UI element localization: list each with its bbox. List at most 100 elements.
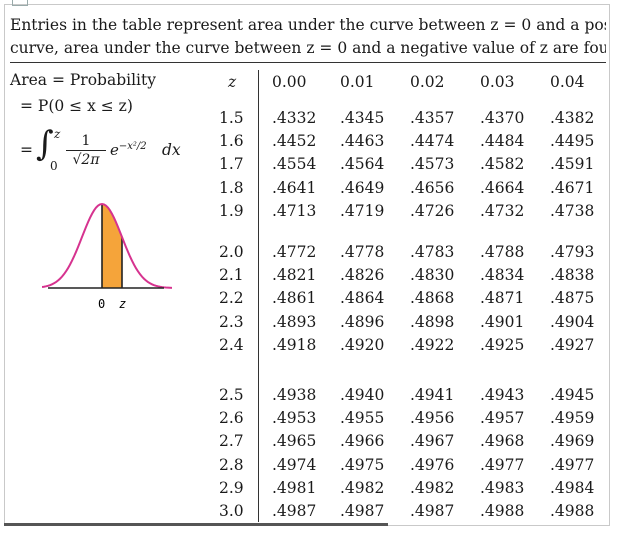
table-cell: .4664	[480, 178, 525, 197]
table-cell: .4788	[480, 243, 525, 261]
table-cell: .4982	[410, 478, 455, 497]
table-cell: .4732	[480, 201, 525, 220]
z-row-label: 2.6	[219, 409, 244, 428]
intro-line-2: curve, area under the curve between z = …	[10, 39, 606, 57]
normal-curve-diagram: 0 z	[42, 202, 172, 311]
z-row-label: 2.3	[219, 312, 244, 331]
table-cell: .4987	[272, 502, 317, 520]
table-cell: .4982	[340, 478, 385, 497]
table-cell: .4987	[410, 502, 455, 520]
integral-lower-limit: 0	[50, 159, 58, 173]
table-cell: .4967	[410, 432, 455, 451]
table-cell: .4896	[340, 312, 385, 331]
table-cell: .4830	[410, 266, 455, 285]
table-cell: .4956	[410, 409, 455, 428]
integral-sign: ∫	[36, 124, 54, 164]
table-cell: .4918	[272, 335, 317, 354]
table-cell: .4868	[410, 289, 455, 308]
table-cell: .4955	[340, 409, 385, 428]
table-cell: .4719	[340, 201, 385, 220]
table-cell: .4941	[410, 386, 455, 404]
table-cell: .4925	[480, 335, 525, 354]
table-cell: .4834	[480, 266, 525, 285]
z-label: z	[119, 297, 126, 311]
table-cell: .4671	[550, 178, 595, 197]
equals-sign: =	[20, 141, 33, 159]
table-cell: .4938	[272, 386, 317, 404]
table-cell: .4793	[550, 243, 595, 261]
table-cell: .4920	[340, 335, 385, 354]
table-cell: .4945	[550, 386, 595, 404]
table-cell: .4463	[340, 132, 385, 151]
table-cell: .4975	[340, 455, 385, 474]
table-cell: .4778	[340, 243, 385, 261]
table-cell: .4738	[550, 201, 595, 220]
z-row-label: 1.6	[219, 132, 244, 151]
table-cell: .4826	[340, 266, 385, 285]
integral-upper-limit: z	[54, 127, 61, 141]
z-row-label: 1.7	[219, 155, 244, 174]
table-cell: .4988	[480, 502, 525, 520]
column-header: 0.01	[340, 73, 375, 91]
table-cell: .4726	[410, 201, 455, 220]
table-cell: .4591	[550, 155, 595, 174]
table-cell: .4656	[410, 178, 455, 197]
table-cell: .4977	[480, 455, 525, 474]
fraction: 1 √2π	[66, 133, 106, 169]
table-cell: .4965	[272, 432, 317, 451]
table-cell: .4968	[480, 432, 525, 451]
scrollbar[interactable]	[4, 523, 388, 526]
table-cell: .4772	[272, 243, 317, 261]
column-header: 0.03	[480, 73, 515, 91]
z-row-label: 2.1	[219, 266, 244, 285]
table-cell: .4484	[480, 132, 525, 151]
dx-term: dx	[162, 141, 181, 159]
z-row-label: 2.4	[219, 335, 244, 354]
table-cell: .4987	[340, 502, 385, 520]
table-cell: .4783	[410, 243, 455, 261]
table-cell: .4649	[340, 178, 385, 197]
table-cell: .4957	[480, 409, 525, 428]
table-cell: .4927	[550, 335, 595, 354]
table-cell: .4582	[480, 155, 525, 174]
table-cell: .4875	[550, 289, 595, 308]
exp-superscript: −x²/2	[118, 141, 147, 152]
bell-curve	[42, 202, 172, 289]
table-cell: .4864	[340, 289, 385, 308]
z-row-label: 2.0	[219, 243, 244, 261]
table-cell: .4332	[272, 109, 317, 127]
table-cell: .4984	[550, 478, 595, 497]
table-cell: .4974	[272, 455, 317, 474]
table-cell: .4922	[410, 335, 455, 354]
table-cell: .4641	[272, 178, 317, 197]
z-column-header: z	[228, 73, 237, 91]
frame-tab	[12, 0, 28, 6]
exp-base: e	[110, 141, 119, 159]
table-cell: .4357	[410, 109, 455, 127]
z-row-label: 1.8	[219, 178, 244, 197]
column-header: 0.04	[550, 73, 585, 91]
intro-line-1: Entries in the table represent area unde…	[10, 16, 606, 34]
table-cell: .4573	[410, 155, 455, 174]
table-cell: .4983	[480, 478, 525, 497]
fraction-denominator: √2π	[72, 152, 100, 168]
table-cell: .4940	[340, 386, 385, 404]
column-header: 0.02	[410, 73, 445, 91]
probability-expression: = P(0 ≤ x ≤ z)	[20, 97, 133, 115]
table-cell: .4345	[340, 109, 385, 127]
shaded-area	[102, 204, 122, 288]
z-row-label: 2.7	[219, 432, 244, 451]
table-cell: .4370	[480, 109, 525, 127]
table-cell: .4943	[480, 386, 525, 404]
table-cell: .4861	[272, 289, 317, 308]
table-cell: .4893	[272, 312, 317, 331]
table-cell: .4382	[550, 109, 595, 127]
area-probability-label: Area = Probability	[10, 71, 156, 89]
table-cell: .4474	[410, 132, 455, 151]
table-cell: .4953	[272, 409, 317, 428]
column-header: 0.00	[272, 73, 307, 91]
z-row-label: 2.2	[219, 289, 244, 308]
exponential-term: e−x²/2	[110, 141, 147, 159]
z-row-label: 2.8	[219, 455, 244, 474]
table-cell: .4976	[410, 455, 455, 474]
